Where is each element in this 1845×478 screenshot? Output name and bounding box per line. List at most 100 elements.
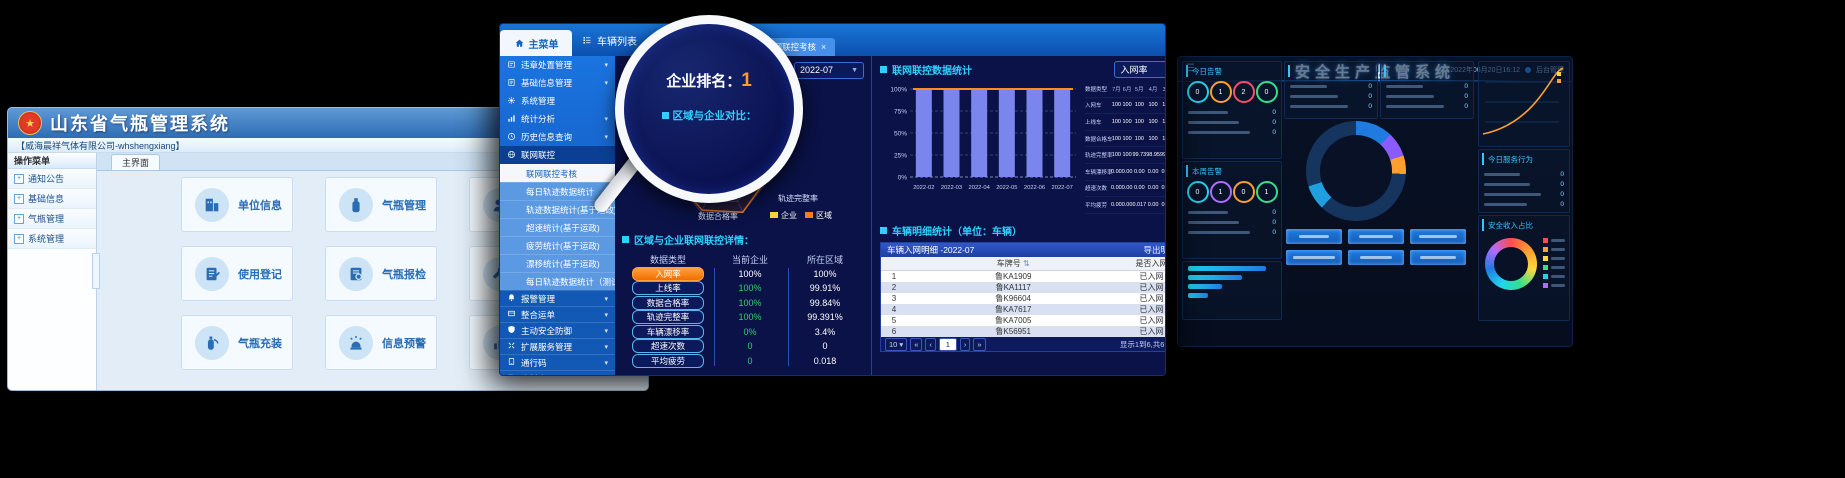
vehicle-list-button[interactable]: 车辆列表 <box>572 33 647 48</box>
sidebar-item-资料库[interactable]: 资料库 ▾ <box>500 370 615 375</box>
plate-number: 鲁K56951 <box>995 327 1032 336</box>
close-tab-icon[interactable]: × <box>821 42 827 52</box>
chevron-down-icon: ▾ <box>604 62 608 69</box>
vehicle-table-header: 车牌号 ⇅ 是否入网 <box>881 257 1165 271</box>
sidebar-item[interactable]: + 基础信息 <box>8 189 96 209</box>
date-select[interactable]: 2022-07 ▼ <box>794 61 864 79</box>
mini-table-cell: 0.00 <box>1159 164 1165 181</box>
main-menu-tab[interactable]: 主菜单 <box>500 30 572 56</box>
mini-table-header: 6月 <box>1121 81 1133 98</box>
sidebar-item-历史信息查询[interactable]: 历史信息查询 ▾ <box>500 128 615 146</box>
sidebar-item-系统管理[interactable]: 系统管理 <box>500 92 615 110</box>
text-placeholder <box>1188 131 1251 134</box>
submenu-item-轨迹数据统计(基于运政)[interactable]: 轨迹数据统计(基于运政) <box>500 200 615 218</box>
expand-plus-icon[interactable]: + <box>14 233 24 244</box>
dashboard-button[interactable] <box>1348 250 1404 265</box>
dashboard-button[interactable] <box>1410 250 1466 265</box>
first-page-button[interactable]: « <box>910 337 923 351</box>
table-row[interactable]: 2 鲁KA1117 已入网 <box>881 282 1165 293</box>
mini-table-cell: 0.00 <box>1132 164 1147 181</box>
expand-plus-icon[interactable]: + <box>14 173 24 184</box>
sidebar-item-联网联控[interactable]: 联网联控 <box>500 146 615 164</box>
sidebar-item-统计分析[interactable]: 统计分析 ▾ <box>500 110 615 128</box>
submenu-item-每日轨迹数据统计[interactable]: 每日轨迹数据统计 <box>500 182 615 200</box>
sidebar-item-通行码[interactable]: 通行码 ▾ <box>500 354 615 370</box>
item-value: 0 <box>1368 93 1372 100</box>
home-tile[interactable]: 单位信息 <box>181 177 293 232</box>
table-row[interactable]: 5 鲁KA7005 已入网 <box>881 315 1165 326</box>
list-item: 0 <box>1386 103 1468 110</box>
sidebar-item-基础信息管理[interactable]: 基础信息管理 ▾ <box>500 74 615 92</box>
company-value: 100% <box>738 283 762 294</box>
sidebar-item[interactable]: + 通知公告 <box>8 169 96 189</box>
expand-plus-icon[interactable]: + <box>14 193 24 204</box>
status-column-header[interactable]: 是否入网 <box>1135 259 1165 268</box>
export-button[interactable]: 导出明细 <box>1143 245 1165 255</box>
table-row[interactable]: 4 鲁KA7617 已入网 <box>881 304 1165 315</box>
item-value: 0 <box>1272 219 1276 226</box>
metric-pill-超速次数[interactable]: 超速次数 <box>632 339 704 354</box>
text-placeholder <box>1290 105 1349 108</box>
page-size-select[interactable]: 10 ▾ <box>885 337 908 351</box>
submenu-item-联网联控考核[interactable]: 联网联控考核 <box>500 164 615 182</box>
table-row[interactable]: 6 鲁K56951 已入网 <box>881 326 1165 337</box>
submenu-item-漂移统计(基于运政)[interactable]: 漂移统计(基于运政) <box>500 254 615 272</box>
item-value: 0 <box>1464 103 1468 110</box>
table-row[interactable]: 1 鲁KA1909 已入网 <box>881 271 1165 282</box>
submenu-item-疲劳统计(基于运政)[interactable]: 疲劳统计(基于运政) <box>500 236 615 254</box>
home-tile[interactable]: 信息预警 <box>325 315 437 370</box>
alarm-icon <box>339 325 373 360</box>
current-page[interactable]: 1 <box>938 337 957 351</box>
mini-table-cell: 100 <box>1111 131 1122 148</box>
home-tile[interactable]: 使用登记 <box>181 246 293 301</box>
stat-bar <box>1188 293 1208 298</box>
monthly-stats-table: 数据类型7月6月5月4月3月2月入网车100100100100100100上线车… <box>1085 81 1165 214</box>
sidebar-item-报警管理[interactable]: 报警管理 ▾ <box>500 290 615 306</box>
metric-pill-上线率[interactable]: 上线率 <box>632 281 704 296</box>
plate-number: 鲁KA7617 <box>994 305 1032 314</box>
sidebar-item-整合运单[interactable]: 整合运单 ▾ <box>500 306 615 322</box>
sidebar-item-主动安全防御[interactable]: 主动安全防御 ▾ <box>500 322 615 338</box>
income-donut-chart <box>1485 238 1537 290</box>
tile-label: 信息预警 <box>382 337 426 350</box>
sidebar-splitter[interactable] <box>92 253 100 289</box>
dashboard-button[interactable] <box>1410 229 1466 244</box>
prev-page-button[interactable]: ‹ <box>925 337 936 351</box>
metric-pill-车辆漂移率[interactable]: 车辆漂移率 <box>632 324 704 339</box>
tab-main-screen[interactable]: 主界面 <box>111 154 161 170</box>
submenu-item-每日轨迹数据统计（测试）[interactable]: 每日轨迹数据统计（测试） <box>500 272 615 290</box>
metric-pill-平均疲劳[interactable]: 平均疲劳 <box>632 353 704 368</box>
submenu-item-超速统计(基于运政)[interactable]: 超速统计(基于运政) <box>500 218 615 236</box>
stat-bar <box>1188 284 1223 289</box>
dashboard-button[interactable] <box>1348 229 1404 244</box>
metric-pill-入网率[interactable]: 入网率 <box>632 266 704 281</box>
home-tile[interactable]: 气瓶管理 <box>325 177 437 232</box>
metric-pill-数据合格率[interactable]: 数据合格率 <box>632 295 704 310</box>
next-page-button[interactable]: › <box>959 337 971 351</box>
expand-plus-icon[interactable]: + <box>14 213 24 224</box>
network-status: 已入网 <box>1139 294 1164 303</box>
home-tile[interactable]: 气瓶充装 <box>181 315 293 370</box>
section-bullet-icon <box>880 227 887 234</box>
waybill-icon <box>507 309 516 320</box>
sidebar-item[interactable]: + 气瓶管理 <box>8 209 96 229</box>
last-page-button[interactable]: » <box>973 337 986 351</box>
sidebar-item-扩展服务管理[interactable]: 扩展服务管理 ▾ <box>500 338 615 354</box>
button-label-placeholder <box>1418 235 1458 238</box>
home-tile[interactable]: 气瓶报检 <box>325 246 437 301</box>
mini-table-cell: 0.00 <box>1121 197 1133 214</box>
plate-column-header[interactable]: 车牌号 ⇅ <box>996 259 1030 268</box>
sidebar-item[interactable]: + 系统管理 <box>8 229 96 249</box>
details-table: 数据类型 当前企业 所在区域 入网率 100% 100% 上线率 100% 99.91% 数据合格… <box>622 252 864 368</box>
dashboard-button[interactable] <box>1286 229 1342 244</box>
text-placeholder <box>1484 183 1531 186</box>
metric-select[interactable]: 入网率▼ <box>1114 61 1165 78</box>
dashboard-button[interactable] <box>1286 250 1342 265</box>
metric-pill-轨迹完整率[interactable]: 轨迹完整率 <box>632 310 704 325</box>
sidebar-item-label: 统计分析 <box>521 114 556 124</box>
table-row[interactable]: 3 鲁K96604 已入网 <box>881 293 1165 304</box>
section-bullet-icon <box>880 66 887 73</box>
sidebar-item-违章处置管理[interactable]: 违章处置管理 ▾ <box>500 56 615 74</box>
chevron-down-icon: ▾ <box>604 343 608 351</box>
